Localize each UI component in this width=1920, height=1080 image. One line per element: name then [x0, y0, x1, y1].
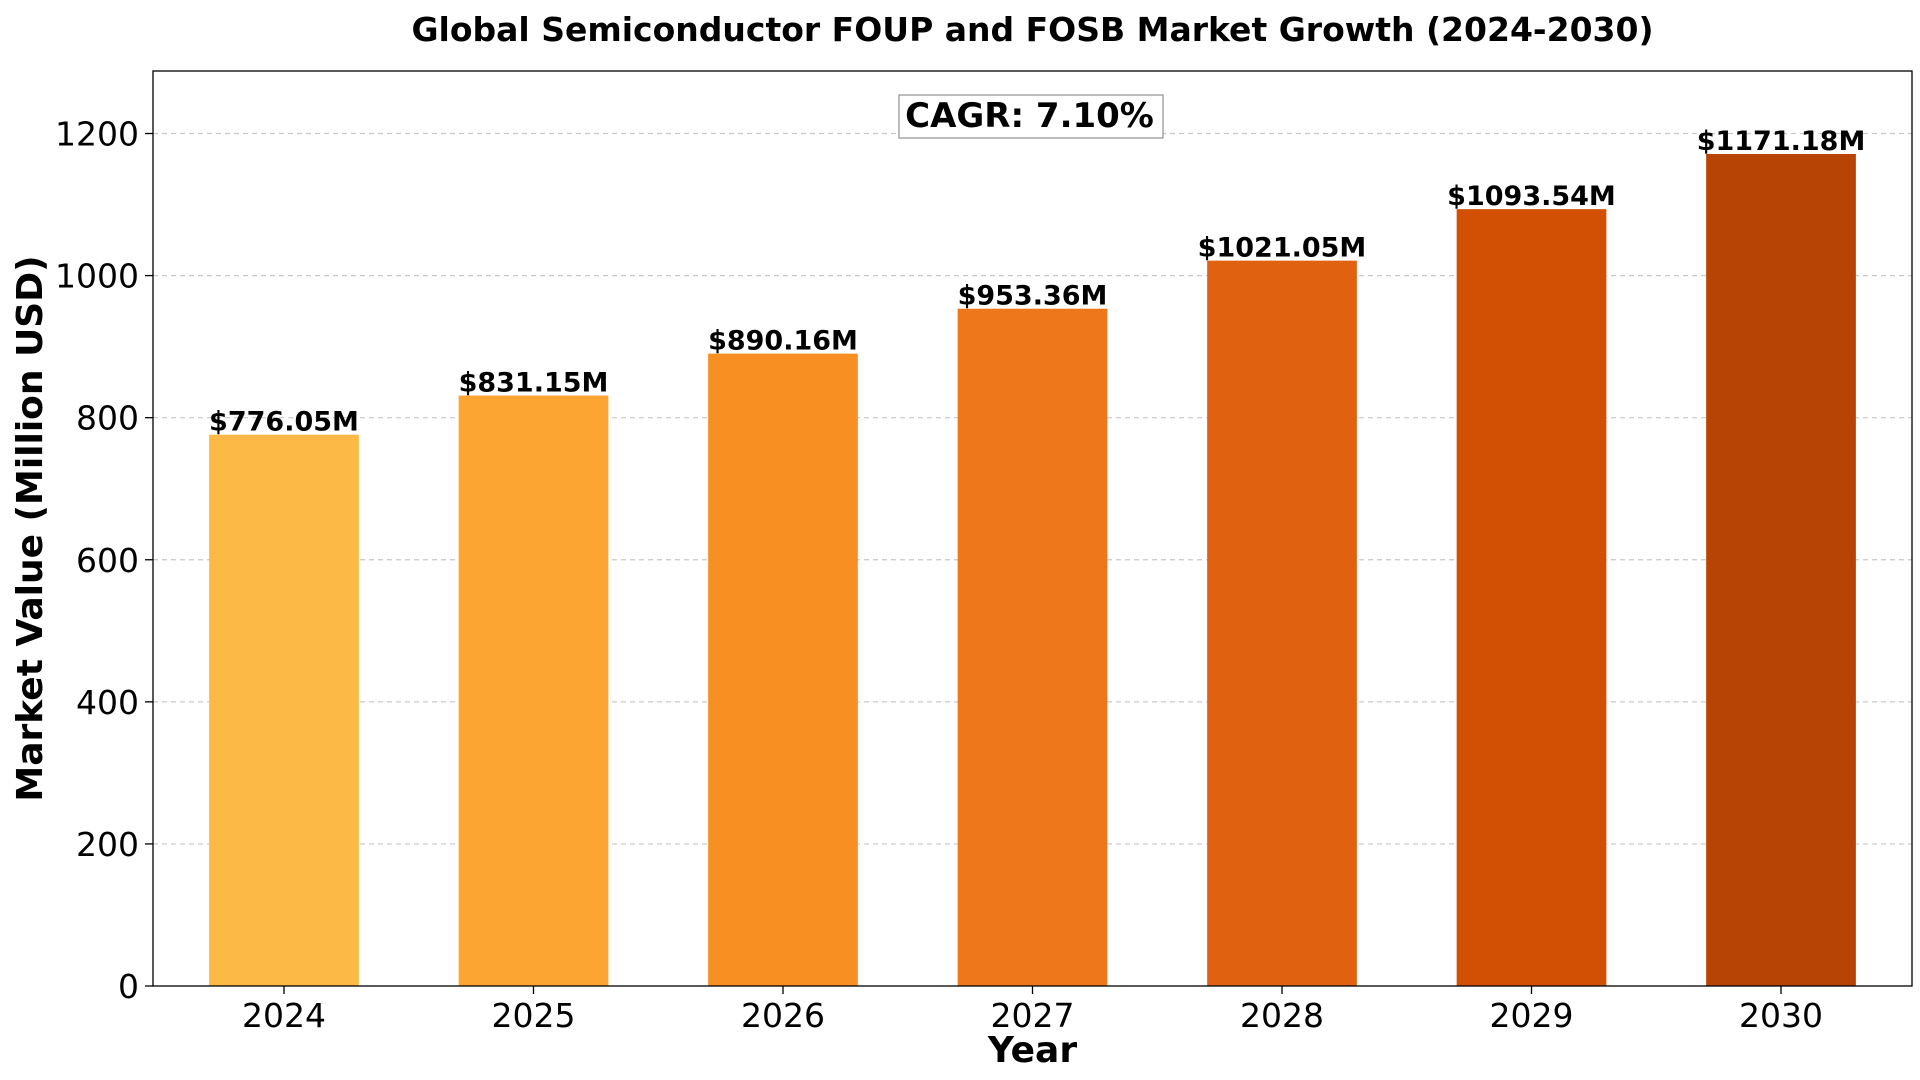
- bar-2029: [1456, 209, 1607, 986]
- bar-2027: [957, 308, 1108, 986]
- bar-value-label: $1093.54M: [1447, 181, 1616, 212]
- y-tick-label: 200: [76, 825, 139, 864]
- y-tick-label: 1000: [55, 257, 139, 296]
- y-tick-label: 800: [76, 399, 139, 438]
- bar-2026: [708, 353, 858, 986]
- bar-value-label: $831.15M: [459, 368, 609, 399]
- cagr-annotation-box: [898, 94, 1164, 139]
- y-tick-label: 400: [76, 683, 139, 722]
- x-tick-label: 2028: [1240, 996, 1324, 1035]
- x-tick-label: 2030: [1739, 996, 1823, 1035]
- bar-value-label: $1171.18M: [1697, 126, 1866, 157]
- x-tick-label: 2029: [1490, 996, 1574, 1035]
- y-axis-ticks: 0 200 400 600 800 1000 1200: [55, 115, 153, 1006]
- bar-2028: [1207, 260, 1357, 986]
- x-tick-label: 2025: [492, 996, 576, 1035]
- y-axis-label: Market Value (Million USD): [10, 255, 51, 801]
- bar-value-label: $1021.05M: [1198, 233, 1367, 264]
- bar-2025: [458, 395, 609, 986]
- x-axis-ticks: 2024 2025 2026 2027 2028 2029 2030: [242, 986, 1823, 1035]
- x-axis-label: Year: [987, 1030, 1077, 1071]
- bars: [209, 153, 1856, 987]
- x-tick-label: 2026: [741, 996, 825, 1035]
- x-tick-label: 2024: [242, 996, 326, 1035]
- y-tick-label: 0: [118, 967, 139, 1006]
- y-tick-label: 600: [76, 541, 139, 580]
- x-tick-label: 2027: [991, 996, 1075, 1035]
- y-tick-label: 1200: [55, 115, 139, 154]
- cagr-annotation: CAGR: 7.10%: [898, 94, 1164, 139]
- bar-2024: [209, 434, 359, 987]
- chart-title: Global Semiconductor FOUP and FOSB Marke…: [411, 10, 1653, 49]
- bar-2030: [1706, 153, 1856, 986]
- cagr-annotation-text: CAGR: 7.10%: [905, 96, 1154, 136]
- bar-value-label: $776.05M: [209, 407, 359, 438]
- bar-value-labels: $776.05M $831.15M $890.16M $953.36M $1021.05…: [209, 126, 1865, 438]
- bar-value-label: $953.36M: [958, 281, 1108, 312]
- bar-value-label: $890.16M: [708, 326, 858, 357]
